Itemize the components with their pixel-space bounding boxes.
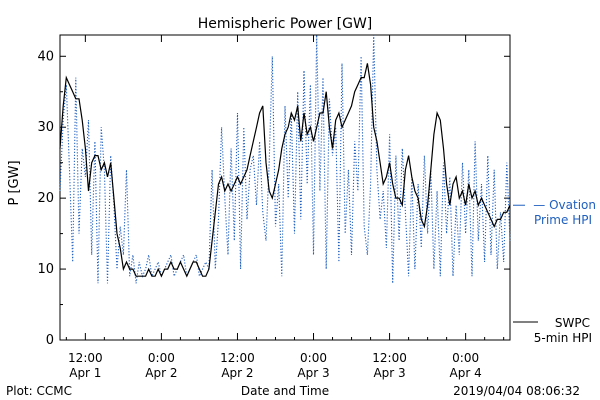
- y-tick-label: 10: [37, 262, 54, 277]
- legend-ovation-label-2: Prime HPI: [534, 213, 592, 227]
- x-tick-label-date: Apr 2: [221, 366, 253, 380]
- x-tick-label-time: 0:00: [452, 351, 479, 365]
- y-tick-label: 0: [46, 333, 54, 348]
- series-swpc-line: [59, 63, 511, 278]
- x-tick-label-time: 0:00: [148, 351, 175, 365]
- plot-frame: [59, 34, 511, 341]
- y-axis: 0 10 20 30 40: [37, 49, 510, 348]
- plot-source: Plot: CCMC: [6, 384, 72, 398]
- y-axis-label: P [GW]: [7, 160, 22, 205]
- y-tick-label: 30: [37, 120, 54, 135]
- y-tick-label: 40: [37, 49, 54, 64]
- x-tick-label-date: Apr 2: [145, 366, 177, 380]
- x-tick-label-date: Apr 3: [373, 366, 405, 380]
- legend-ovation-label-1: — Ovation: [533, 198, 596, 212]
- x-tick-label-time: 12:00: [372, 351, 407, 365]
- y-tick-label: 20: [37, 191, 54, 206]
- series-ovation-line: [59, 34, 511, 284]
- x-tick-label-date: Apr 3: [297, 366, 329, 380]
- plot-timestamp: 2019/04/04 08:06:32: [453, 384, 580, 398]
- x-tick-label-time: 12:00: [68, 351, 103, 365]
- x-tick-label-date: Apr 1: [69, 366, 101, 380]
- x-axis-label: Date and Time: [241, 384, 329, 398]
- x-tick-label-time: 12:00: [220, 351, 255, 365]
- series-layer: [59, 34, 511, 284]
- x-tick-label-date: Apr 4: [450, 366, 482, 380]
- x-tick-label-time: 0:00: [300, 351, 327, 365]
- legend-swpc-label-2: 5-min HPI: [534, 331, 592, 345]
- legend-swpc-label-1: SWPC: [555, 316, 590, 330]
- chart-title: Hemispheric Power [GW]: [198, 16, 373, 32]
